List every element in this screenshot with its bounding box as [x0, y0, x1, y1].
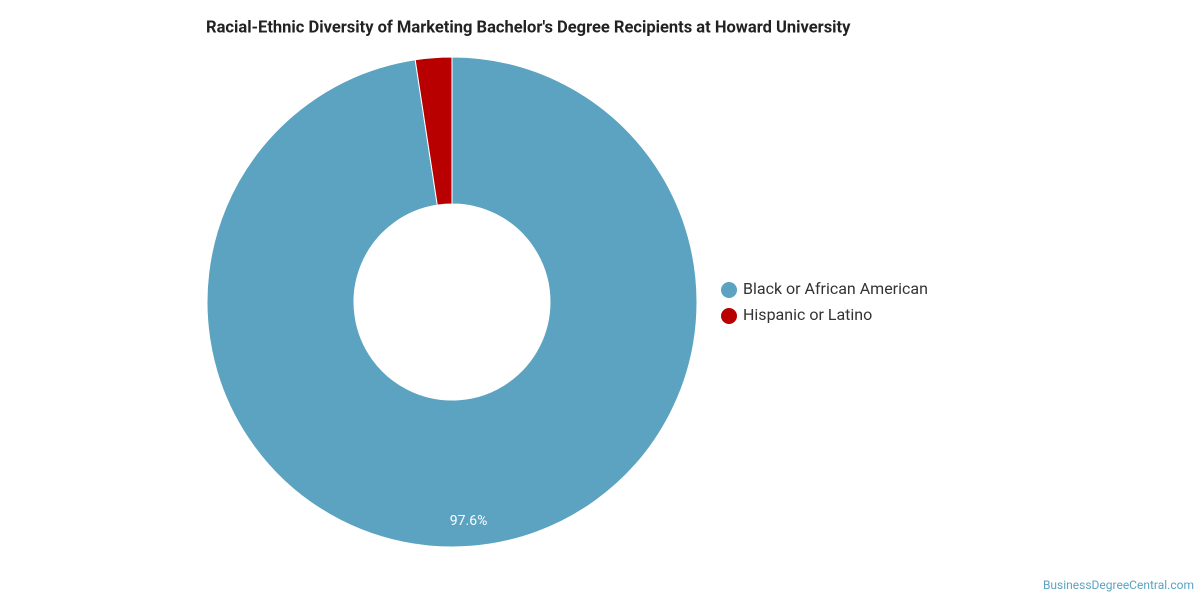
legend-marker [721, 308, 737, 324]
chart-title: Racial-Ethnic Diversity of Marketing Bac… [206, 18, 851, 37]
data-label: 97.6% [450, 513, 488, 529]
donut-segment [206, 56, 698, 548]
legend-label: Hispanic or Latino [743, 305, 872, 324]
source: BusinessDegreeCentral.com [1043, 578, 1194, 592]
legend-marker [721, 282, 737, 298]
legend-label: Black or African American [743, 279, 928, 298]
donut-segment [414, 56, 453, 206]
